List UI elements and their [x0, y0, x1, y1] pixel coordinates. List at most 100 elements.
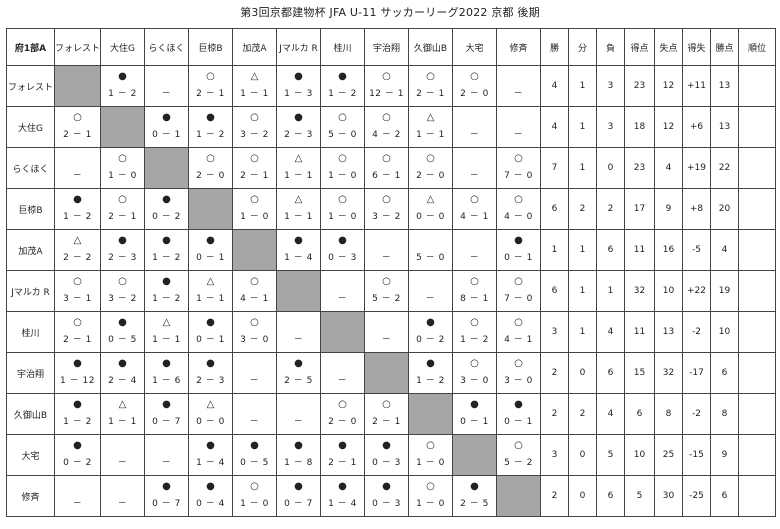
stat-cell: 20: [710, 188, 740, 230]
match-score: 1 － 1: [108, 417, 137, 427]
result-mark: [56, 149, 100, 171]
match-cell: －: [276, 311, 322, 353]
match-cell: ● 0 － 7: [144, 393, 190, 435]
match-cell: －: [53, 147, 102, 189]
match-cell: △ 1 － 1: [408, 106, 454, 148]
match-score: 2 － 1: [63, 335, 92, 345]
result-mark: ○: [382, 112, 391, 123]
match-score: 2 － 1: [372, 417, 401, 427]
match-cell: ● 1 － 6: [144, 352, 190, 394]
result-mark: △: [118, 399, 127, 410]
match-score: 0 － 1: [460, 417, 489, 427]
match-cell: ○ 2 － 0: [188, 147, 234, 189]
match-score: 2 － 0: [416, 171, 445, 181]
match-score: 8 － 1: [460, 294, 489, 304]
match-score: 4 － 1: [240, 294, 269, 304]
result-mark: ●: [118, 71, 127, 82]
match-cell: ● 0 － 1: [496, 229, 542, 271]
match-cell: ● 2 － 5: [452, 475, 498, 517]
stat-cell: 3: [596, 65, 626, 107]
match-score: 1 － 0: [416, 458, 445, 468]
match-score: －: [513, 89, 524, 99]
result-mark: ○: [514, 358, 523, 369]
match-cell: －: [496, 65, 542, 107]
result-mark: [366, 313, 408, 335]
match-cell: △ 0 － 0: [188, 393, 234, 435]
stat-cell: 6: [596, 229, 626, 271]
stat-cell: +22: [682, 270, 712, 312]
result-mark: ●: [294, 358, 303, 369]
match-cell: ● 0 － 5: [100, 311, 146, 353]
match-score: －: [381, 335, 392, 345]
stat-cell: 18: [624, 106, 656, 148]
result-mark: ●: [426, 317, 435, 328]
match-cell: －: [452, 147, 498, 189]
result-mark: △: [73, 235, 82, 246]
match-score: 1 － 3: [284, 89, 313, 99]
match-cell: ○ 1 － 0: [408, 475, 454, 517]
stat-cell: 19: [710, 270, 740, 312]
match-score: 1 － 1: [416, 130, 445, 140]
stat-cell: 2: [540, 393, 570, 435]
match-score: 1 － 0: [328, 212, 357, 222]
match-score: 2 － 3: [196, 376, 225, 386]
stat-cell: 10: [654, 270, 684, 312]
stat-cell: -25: [682, 475, 712, 517]
stat-cell: [738, 352, 777, 394]
match-cell: ● 1 － 2: [144, 270, 190, 312]
header-row: 府1部A フォレスト 大住G らくほく 巨椋B 加茂A Jマルカ R 桂川 宇治翔 久御山B 大宅…: [6, 28, 777, 66]
result-mark: ●: [338, 71, 347, 82]
result-mark: ○: [514, 153, 523, 164]
stat-cell: 2: [568, 393, 598, 435]
self-match-cell: [452, 434, 498, 476]
match-cell: ○ 4 － 1: [496, 311, 542, 353]
match-cell: ○ 6 － 1: [364, 147, 410, 189]
result-mark: ●: [470, 481, 479, 492]
stat-cell: 9: [710, 434, 740, 476]
result-mark: ○: [338, 399, 347, 410]
stat-cell: [738, 188, 777, 230]
result-mark: ●: [206, 235, 215, 246]
stat-cell: 32: [624, 270, 656, 312]
match-score: 2 － 2: [63, 253, 92, 263]
match-cell: ○ 12 － 1: [364, 65, 410, 107]
match-cell: －: [496, 106, 542, 148]
column-header-stat: 勝: [540, 28, 570, 66]
result-mark: [410, 272, 452, 294]
match-cell: ● 0 － 1: [188, 229, 234, 271]
match-cell: ● 0 － 5: [232, 434, 278, 476]
match-cell: －: [144, 65, 190, 107]
stat-cell: 30: [654, 475, 684, 517]
result-mark: ○: [514, 194, 523, 205]
match-score: 0 － 5: [240, 458, 269, 468]
table-row: 修斉 － － ● 0 － 7 ● 0 － 4 ○ 1 － 0 ● 0 － 7 ● 1 － 4 ● 0 － 3…: [6, 475, 777, 517]
result-mark: ●: [514, 399, 523, 410]
result-mark: ●: [382, 481, 391, 492]
match-score: 5 － 0: [328, 130, 357, 140]
result-mark: ●: [206, 440, 215, 451]
stat-cell: 7: [540, 147, 570, 189]
result-mark: ○: [514, 440, 523, 451]
match-score: 2 － 1: [416, 89, 445, 99]
match-score: －: [469, 253, 480, 263]
stat-cell: 15: [624, 352, 656, 394]
match-score: 0 － 1: [196, 335, 225, 345]
stat-cell: 10: [710, 311, 740, 353]
match-cell: ○ 2 － 0: [320, 393, 366, 435]
result-mark: [234, 354, 276, 376]
stat-cell: 32: [654, 352, 684, 394]
result-mark: [234, 395, 276, 417]
match-score: 2 － 3: [284, 130, 313, 140]
result-mark: ●: [73, 358, 82, 369]
match-cell: ● 1 － 4: [276, 229, 322, 271]
self-match-cell: [408, 393, 454, 435]
table-row: Jマルカ R ○ 3 － 1 ○ 3 － 2 ● 1 － 2 △ 1 － 1 ○ 4 － 1 － ○ 5 …: [6, 270, 777, 312]
match-cell: ● 0 － 1: [452, 393, 498, 435]
stat-cell: 11: [624, 229, 656, 271]
match-cell: △ 1 － 1: [232, 65, 278, 107]
column-header-stat: 得点: [624, 28, 656, 66]
result-mark: ○: [470, 194, 479, 205]
match-cell: ○ 4 － 0: [496, 188, 542, 230]
result-mark: ○: [382, 153, 391, 164]
match-score: 2 － 0: [460, 89, 489, 99]
